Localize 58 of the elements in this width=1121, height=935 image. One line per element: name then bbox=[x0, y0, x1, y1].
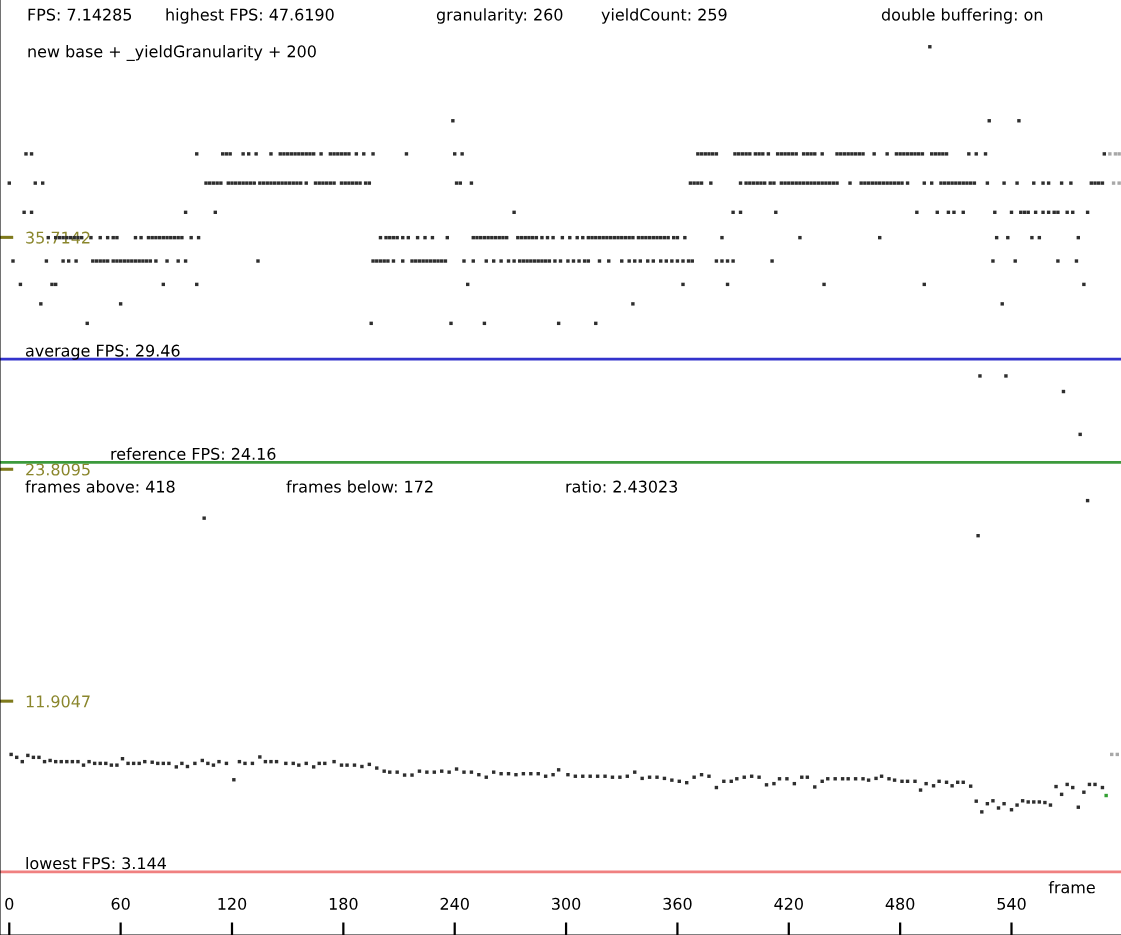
point bbox=[1017, 119, 1021, 123]
point bbox=[822, 282, 826, 287]
annotation: granularity: 260 bbox=[436, 8, 563, 24]
point bbox=[1082, 282, 1086, 287]
point bbox=[631, 302, 635, 306]
x-tick-label: 300 bbox=[552, 897, 581, 910]
annotation: double buffering: on bbox=[881, 8, 1043, 24]
point bbox=[39, 302, 43, 306]
point bbox=[978, 374, 982, 378]
annotation: frames above: 418 bbox=[25, 480, 175, 493]
point bbox=[1078, 432, 1082, 437]
point bbox=[681, 282, 685, 287]
point bbox=[369, 321, 373, 326]
y-tick-label: 23.8095 bbox=[26, 463, 90, 476]
point bbox=[731, 210, 735, 215]
ref-line-label: lowest FPS: 3.144 bbox=[26, 856, 167, 870]
point bbox=[976, 533, 980, 538]
point bbox=[952, 210, 956, 215]
point bbox=[1108, 152, 1112, 156]
point bbox=[1056, 210, 1060, 215]
point bbox=[1113, 152, 1118, 156]
x-tick-label: 360 bbox=[663, 897, 692, 910]
annotation: yieldCount: 259 bbox=[601, 8, 727, 24]
x-tick-label: 180 bbox=[329, 897, 358, 910]
x-tick-label: 60 bbox=[111, 897, 130, 910]
x-axis-title: frame bbox=[1048, 881, 1095, 894]
point bbox=[1104, 793, 1108, 798]
annotation: frames below: 172 bbox=[286, 480, 433, 493]
x-tick-label: 480 bbox=[885, 897, 915, 910]
point bbox=[1111, 181, 1116, 185]
x-tick-label: 540 bbox=[997, 897, 1026, 910]
point bbox=[449, 321, 453, 326]
point bbox=[50, 282, 54, 287]
x-tick-label: 0 bbox=[5, 897, 14, 910]
point bbox=[202, 516, 206, 520]
point bbox=[22, 210, 26, 215]
point bbox=[451, 119, 455, 123]
x-tick-label: 420 bbox=[774, 897, 803, 910]
point bbox=[1004, 374, 1008, 378]
point bbox=[1117, 152, 1121, 156]
annotation: ratio: 2.43023 bbox=[566, 480, 678, 493]
annotation: new base + _yieldGranularity + 200 bbox=[28, 45, 316, 61]
point bbox=[1065, 210, 1069, 215]
point bbox=[1052, 210, 1056, 215]
y-tick-label: 11.9047 bbox=[26, 695, 90, 708]
x-tick-label: 240 bbox=[440, 897, 469, 910]
point bbox=[118, 302, 123, 306]
point bbox=[512, 210, 516, 215]
annotation: FPS: 7.14285 bbox=[28, 8, 132, 21]
point bbox=[915, 210, 919, 215]
point bbox=[1000, 302, 1004, 306]
ref-line-label: average FPS: 29.46 bbox=[25, 344, 180, 360]
point bbox=[1041, 210, 1045, 215]
point bbox=[1117, 181, 1121, 185]
annotation: highest FPS: 47.6190 bbox=[166, 8, 334, 24]
x-tick-label: 120 bbox=[218, 897, 247, 910]
point bbox=[928, 45, 932, 49]
ref-line-label: reference FPS: 24.16 bbox=[111, 447, 276, 460]
